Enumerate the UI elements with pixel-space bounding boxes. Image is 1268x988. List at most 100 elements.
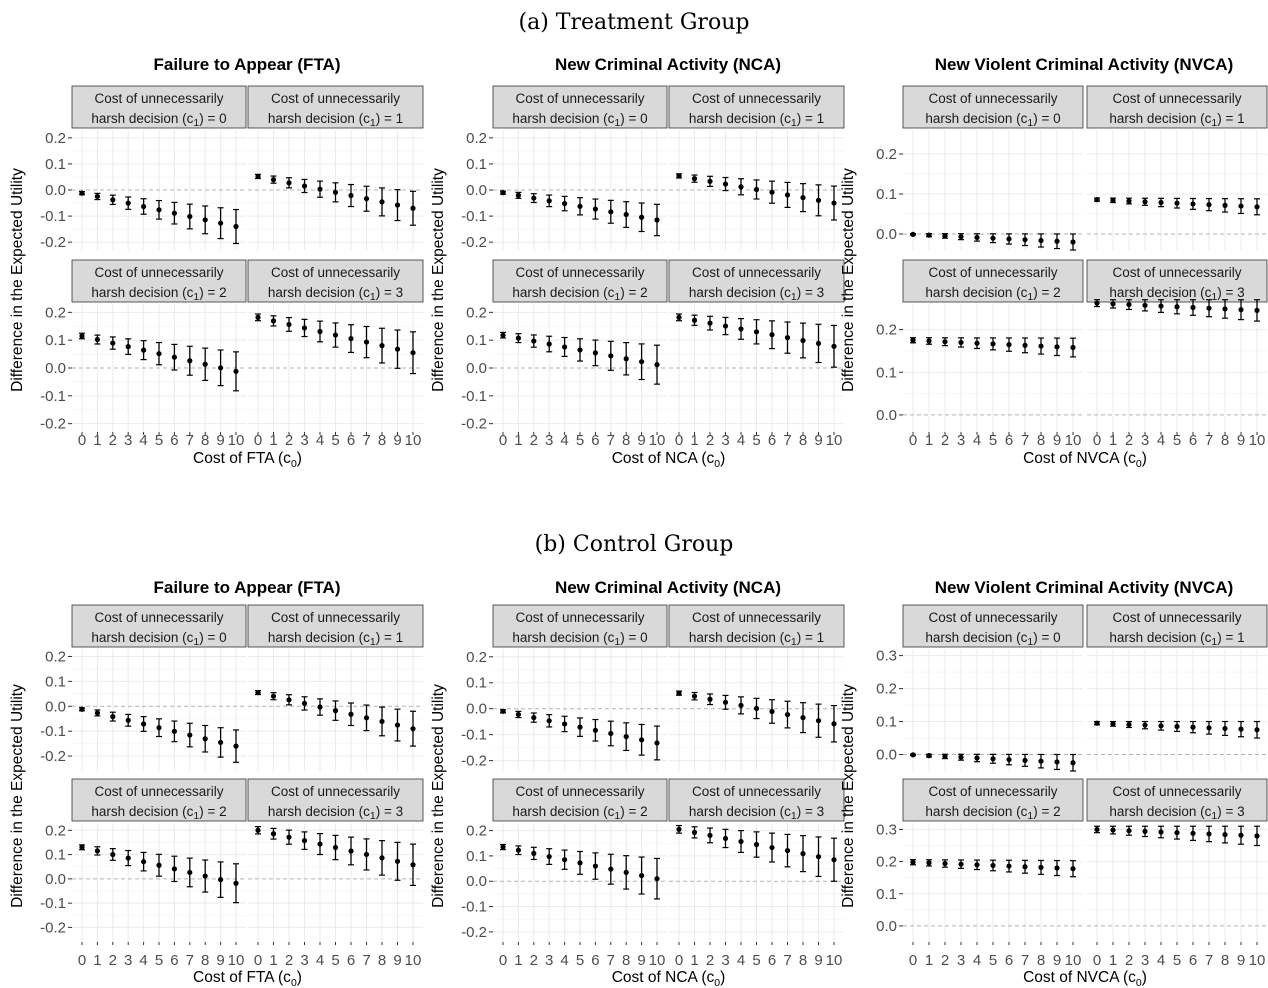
data-point — [125, 344, 131, 350]
strip-label-line2: harsh decision (c1) = 3 — [268, 804, 403, 822]
x-tick-label: 0 — [499, 952, 507, 969]
x-tick-label: 0 — [1093, 952, 1101, 969]
x-tick-label: 5 — [576, 432, 584, 449]
data-point — [1254, 727, 1260, 733]
x-tick-label: 4 — [316, 952, 324, 969]
y-tick-label: 0.1 — [876, 714, 897, 731]
y-tick-label: 0.1 — [45, 847, 66, 864]
facet-panel: Cost of unnecessarily harsh decision (c1)… — [876, 259, 1084, 449]
facet-strip — [247, 259, 424, 303]
data-point — [800, 851, 806, 857]
y-tick-label: 0.1 — [45, 332, 66, 349]
y-tick-label: 0.0 — [876, 226, 897, 243]
data-point — [110, 197, 116, 203]
data-point — [187, 869, 193, 876]
y-tick-label: 0.1 — [466, 332, 487, 349]
chart-0-0: Failure to Appear (FTA) Difference in the… — [9, 55, 424, 470]
data-point — [141, 203, 147, 210]
data-point — [94, 710, 100, 716]
x-tick-label: 0 — [909, 432, 917, 449]
x-tick-label: 4 — [139, 432, 147, 449]
data-point — [1222, 831, 1228, 838]
x-tick-label: 2 — [285, 952, 293, 969]
facet-strip — [1086, 778, 1268, 822]
chart-title: New Criminal Activity (NCA) — [555, 578, 781, 597]
y-tick-label: 0.2 — [45, 822, 66, 839]
data-point — [990, 862, 996, 869]
data-point — [1222, 725, 1228, 732]
data-point — [1254, 204, 1260, 210]
data-point — [233, 743, 239, 749]
data-point — [707, 178, 713, 184]
facet-strip — [1086, 604, 1268, 648]
y-tick-label: 0.1 — [466, 848, 487, 865]
data-point — [707, 696, 713, 702]
strip-label-line1: Cost of unnecessarily — [271, 265, 400, 280]
data-point — [707, 832, 713, 839]
y-tick-label: -0.2 — [461, 234, 487, 251]
data-point — [1110, 301, 1116, 307]
strip-label-line2: harsh decision (c1) = 0 — [91, 111, 226, 129]
y-axis-label: Difference in the Expected Utility — [9, 684, 26, 908]
data-point — [676, 826, 682, 832]
y-axis-label: Difference in the Expected Utility — [840, 168, 857, 392]
facet-panel: Cost of unnecessarily harsh decision (c1)… — [876, 85, 1084, 251]
data-point — [623, 869, 629, 875]
x-tick-label: 8 — [799, 952, 807, 969]
data-point — [1006, 756, 1012, 763]
data-point — [1022, 864, 1028, 870]
strip-label-line1: Cost of unnecessarily — [515, 610, 644, 625]
x-tick-label: 10 — [228, 952, 245, 969]
facet-strip — [1086, 85, 1268, 129]
data-point — [515, 192, 522, 198]
facet-strip — [668, 604, 845, 648]
data-point — [1022, 342, 1028, 348]
x-tick-label: 8 — [378, 952, 386, 969]
y-tick-label: -0.1 — [461, 899, 487, 916]
y-tick-label: 0.2 — [876, 854, 897, 871]
x-tick-label: 1 — [925, 952, 933, 969]
y-axis-label: Difference in the Expected Utility — [430, 168, 447, 392]
y-tick-label: -0.2 — [40, 416, 66, 433]
data-point — [531, 338, 537, 344]
data-point — [79, 333, 85, 339]
strip-label-line2: harsh decision (c1) = 2 — [91, 285, 226, 303]
data-point — [753, 841, 760, 848]
x-axis-label: Cost of NVCA (c0) — [1023, 450, 1147, 470]
data-point — [1022, 237, 1028, 243]
x-tick-label: 9 — [1053, 952, 1061, 969]
data-point — [202, 217, 208, 223]
data-point — [1254, 833, 1260, 839]
y-tick-label: -0.2 — [461, 924, 487, 941]
data-point — [233, 223, 239, 230]
facet-panel: Cost of unnecessarily harsh decision (c1)… — [668, 778, 845, 969]
x-tick-label: 5 — [155, 952, 163, 969]
x-tick-label: 1 — [514, 952, 522, 969]
x-tick-label: 3 — [124, 432, 132, 449]
data-point — [926, 753, 932, 759]
facet-panel: Cost of unnecessarily harsh decision (c1)… — [40, 604, 247, 771]
y-tick-label: 0.0 — [466, 701, 487, 718]
x-tick-label: 8 — [622, 952, 630, 969]
strip-label-line2: harsh decision (c1) = 1 — [689, 111, 824, 129]
data-point — [202, 873, 208, 879]
facet-panel: Cost of unnecessarily harsh decision (c1)… — [40, 259, 247, 449]
data-point — [1126, 828, 1132, 834]
data-point — [531, 715, 537, 721]
y-tick-label: 0.0 — [466, 360, 487, 377]
y-tick-label: 0.2 — [466, 304, 487, 321]
data-point — [500, 708, 506, 714]
x-axis-label: Cost of NCA (c0) — [612, 969, 726, 988]
data-point — [1158, 829, 1164, 835]
data-point — [942, 233, 948, 239]
strip-label-line1: Cost of unnecessarily — [692, 610, 821, 625]
data-point — [1158, 199, 1164, 206]
x-tick-label: 6 — [347, 432, 355, 449]
data-point — [348, 711, 354, 717]
data-point — [784, 847, 791, 854]
x-tick-label: 4 — [737, 952, 745, 969]
data-point — [577, 203, 583, 209]
facet-panel: Cost of unnecessarily harsh decision (c1)… — [876, 604, 1084, 772]
data-point — [171, 354, 177, 360]
data-point — [410, 205, 416, 211]
